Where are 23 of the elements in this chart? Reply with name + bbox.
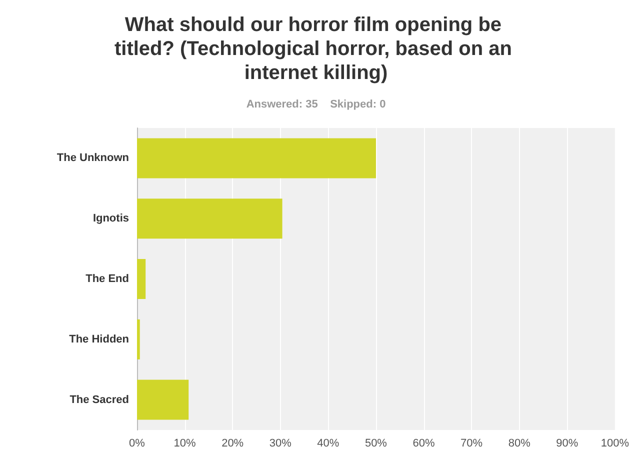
y-tick-label: The Sacred: [70, 394, 129, 406]
chart-subtitle: Answered: 35 Skipped: 0: [246, 98, 386, 110]
x-tick-label: 20%: [222, 438, 244, 450]
x-tick-label: 90%: [556, 438, 578, 450]
x-tick-label: 70%: [460, 438, 483, 450]
x-tick-label: 80%: [508, 438, 531, 450]
y-tick-label: The Unknown: [56, 152, 130, 164]
bar: [137, 138, 376, 178]
bar: [137, 380, 189, 420]
bar: [137, 319, 140, 360]
x-tick-label: 40%: [317, 438, 340, 450]
x-tick-label: 60%: [412, 438, 435, 450]
y-tick-label: Ignotis: [92, 212, 129, 225]
x-tick-label: 30%: [269, 438, 292, 450]
y-tick-label: The Hidden: [69, 333, 130, 346]
x-tick-label: 50%: [364, 438, 388, 450]
chart-title: What should our horror film opening be titled? (Technological horror, based on an internet killing): [114, 14, 518, 84]
x-tick-label: 100%: [600, 438, 630, 450]
x-tick-label: 0%: [129, 438, 146, 450]
bar: [137, 198, 282, 239]
x-tick-label: 10%: [174, 438, 196, 450]
bar: [137, 259, 146, 299]
y-tick-label: The End: [86, 273, 129, 285]
